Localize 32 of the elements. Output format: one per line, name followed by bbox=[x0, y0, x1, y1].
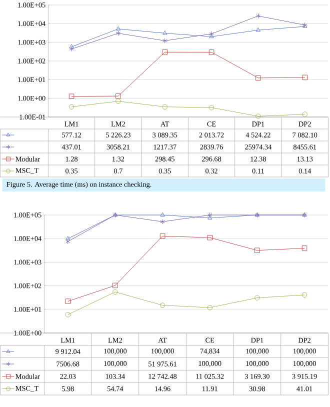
point bbox=[65, 298, 70, 304]
point bbox=[116, 26, 120, 30]
point bbox=[254, 295, 260, 300]
point bbox=[256, 13, 260, 19]
point bbox=[112, 289, 118, 295]
point bbox=[208, 50, 214, 55]
point bbox=[208, 104, 214, 110]
point bbox=[116, 30, 120, 36]
point bbox=[302, 246, 308, 251]
point bbox=[207, 215, 212, 220]
point bbox=[112, 282, 118, 288]
point bbox=[207, 304, 212, 310]
point bbox=[160, 233, 166, 239]
point bbox=[115, 98, 121, 104]
point bbox=[302, 74, 308, 80]
point bbox=[162, 49, 168, 55]
point bbox=[162, 38, 168, 44]
point bbox=[255, 114, 261, 119]
point bbox=[255, 75, 261, 81]
point bbox=[160, 302, 166, 308]
point bbox=[256, 27, 260, 32]
point bbox=[207, 234, 212, 240]
point bbox=[209, 34, 214, 38]
point bbox=[68, 94, 74, 99]
point bbox=[160, 212, 165, 216]
point bbox=[254, 248, 260, 254]
point bbox=[162, 104, 168, 110]
point bbox=[115, 93, 121, 99]
point bbox=[162, 30, 168, 35]
point bbox=[209, 31, 214, 37]
point bbox=[207, 212, 212, 218]
point bbox=[160, 219, 165, 224]
